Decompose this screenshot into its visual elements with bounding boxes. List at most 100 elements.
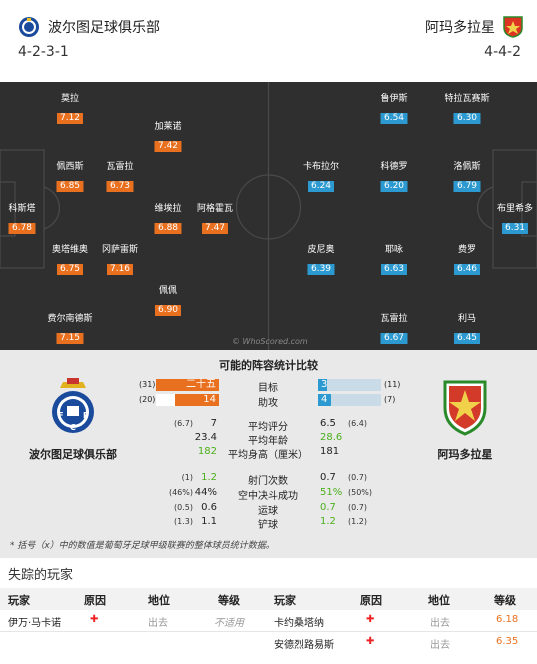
away-player[interactable]: 卡布拉尔 6.24 — [303, 162, 339, 192]
player-name: 布里希多 — [496, 204, 534, 214]
away-season-value: (0.7) — [348, 473, 367, 482]
away-team-name: 阿玛多拉星 — [425, 20, 495, 36]
home-assists-bar-fill — [174, 394, 219, 406]
home-player[interactable]: 奥塔维奥 6.75 — [52, 245, 88, 275]
home-player[interactable]: 加莱诺 7.42 — [154, 122, 182, 152]
player-name: 皮尼奥 — [307, 245, 335, 255]
status: 出去 — [148, 618, 168, 629]
home-player[interactable]: 维埃拉 6.88 — [154, 204, 182, 234]
missing-players: 失踪的玩家 玩家 原因 地位 等级 玩家 原因 地位 等级 伊万·马卡诺 ✚ 出… — [0, 558, 537, 664]
col-reason: 原因 — [360, 594, 382, 607]
away-player[interactable]: 耶咏 6.63 — [380, 245, 408, 275]
home-value: 1.2 — [201, 472, 217, 483]
col-status: 地位 — [428, 594, 450, 607]
home-player[interactable]: 冈萨雷斯 7.16 — [102, 245, 138, 275]
estrela-crest-icon — [503, 16, 523, 38]
home-value: 7 — [210, 418, 217, 429]
home-player[interactable]: 瓦雷拉 6.73 — [106, 162, 134, 192]
stat-label: 平均年龄 — [248, 436, 288, 447]
away-season-value: (1.2) — [348, 517, 367, 526]
table-row: 伊万·马卡诺 ✚ 出去 不适用 卡约桑塔纳 ✚ 出去 6.18 — [0, 610, 537, 632]
red-cross-icon: ✚ — [366, 636, 375, 647]
player-rating: 6.24 — [307, 181, 335, 192]
home-value: 1.1 — [201, 516, 217, 527]
red-cross-icon: ✚ — [90, 614, 99, 625]
away-value: 0.7 — [320, 472, 336, 483]
away-season-value: (7) — [384, 395, 396, 404]
away-missing-player[interactable]: 卡约桑塔纳 — [274, 618, 324, 629]
home-formation: 4-2-3-1 — [18, 44, 69, 60]
col-player: 玩家 — [274, 594, 296, 607]
estrela-crest-icon — [443, 380, 487, 436]
lineup-stats-comparison: 可能的阵容统计比较 F C P 波尔图足球俱乐部 阿玛多拉星 (31) 二十五 — [0, 350, 537, 558]
away-team-name: 阿玛多拉星 — [437, 448, 493, 461]
home-player[interactable]: 阿格霍瓦 7.47 — [197, 204, 233, 234]
player-rating: 6.75 — [56, 264, 84, 275]
player-rating: 7.16 — [106, 264, 134, 275]
home-season-value: (0.5) — [174, 503, 193, 512]
away-missing-player[interactable]: 安德烈路易斯 — [274, 640, 334, 651]
player-rating: 6.39 — [307, 264, 335, 275]
away-crest-block[interactable]: 阿玛多拉星 — [410, 378, 520, 462]
player-rating: 6.73 — [106, 181, 134, 192]
player-rating: 7.12 — [56, 113, 84, 124]
player-name: 耶咏 — [384, 245, 404, 255]
porto-crest-icon: F C P — [52, 378, 94, 433]
home-value: 23.4 — [194, 432, 217, 443]
home-player[interactable]: 科斯塔 6.78 — [8, 204, 36, 234]
away-player[interactable]: 皮尼奥 6.39 — [307, 245, 335, 275]
away-player[interactable]: 特拉瓦赛斯 6.30 — [444, 94, 490, 124]
away-player[interactable]: 洛佩斯 6.79 — [453, 162, 481, 192]
away-player[interactable]: 科德罗 6.20 — [380, 162, 408, 192]
player-name: 利马 — [457, 314, 477, 324]
home-player[interactable]: 莫拉 7.12 — [56, 94, 84, 124]
stat-row-dribbles: (0.5) 0.6 运球 0.7 (0.7) — [0, 502, 537, 517]
home-missing-player[interactable]: 伊万·马卡诺 — [8, 618, 62, 629]
away-value: 0.7 — [320, 502, 336, 513]
away-value: 51% — [320, 487, 343, 498]
player-name: 冈萨雷斯 — [101, 245, 139, 255]
home-player[interactable]: 佩西斯 6.85 — [56, 162, 84, 192]
home-player[interactable]: 佩佩 6.90 — [154, 286, 182, 316]
home-team-link[interactable]: 波尔图足球俱乐部 — [18, 16, 160, 38]
away-player[interactable]: 利马 6.45 — [453, 314, 481, 344]
player-rating: 6.30 — [453, 113, 481, 124]
home-crest-block[interactable]: F C P 波尔图足球俱乐部 — [18, 378, 128, 462]
player-name: 瓦雷拉 — [380, 314, 408, 324]
player-name: 阿格霍瓦 — [196, 204, 234, 214]
away-player[interactable]: 鲁伊斯 6.54 — [380, 94, 408, 124]
porto-crest-icon — [19, 17, 39, 37]
away-season-value: (11) — [384, 380, 401, 389]
col-rating: 等级 — [494, 594, 516, 607]
away-team-link[interactable]: 阿玛多拉星 — [425, 16, 523, 38]
player-name: 瓦雷拉 — [106, 162, 134, 172]
home-assists-bar: 14 — [156, 394, 219, 406]
player-rating: 6.31 — [501, 223, 529, 234]
table-row: 安德烈路易斯 ✚ 出去 6.35 — [0, 632, 537, 654]
player-rating: 7.47 — [201, 223, 229, 234]
stat-label: 运球 — [258, 506, 278, 517]
away-player[interactable]: 瓦雷拉 6.67 — [380, 314, 408, 344]
player-name: 佩佩 — [158, 286, 178, 296]
away-player[interactable]: 布里希多 6.31 — [497, 204, 533, 234]
away-goals-bar-fill — [318, 379, 328, 391]
home-value: 182 — [197, 446, 217, 457]
home-player[interactable]: 费尔南德斯 7.15 — [47, 314, 93, 344]
red-cross-icon: ✚ — [366, 614, 375, 625]
away-season-value: (0.7) — [348, 503, 367, 512]
col-rating: 等级 — [218, 594, 240, 607]
pitch-lines — [0, 82, 537, 350]
player-rating: 7.15 — [56, 333, 84, 344]
player-name: 卡布拉尔 — [302, 162, 340, 172]
home-season-value: (46%) — [168, 488, 193, 497]
away-player[interactable]: 费罗 6.46 — [453, 245, 481, 275]
home-goals-bar: 二十五 — [156, 379, 219, 391]
player-rating: 7.42 — [154, 141, 182, 152]
away-goals-value: 3 — [321, 379, 328, 390]
home-season-value: (1) — [181, 473, 193, 482]
player-rating: 6.90 — [154, 305, 182, 316]
player-name: 维埃拉 — [154, 204, 182, 214]
player-rating: 6.88 — [154, 223, 182, 234]
away-season-value: (6.4) — [348, 419, 367, 428]
status: 出去 — [430, 640, 450, 651]
